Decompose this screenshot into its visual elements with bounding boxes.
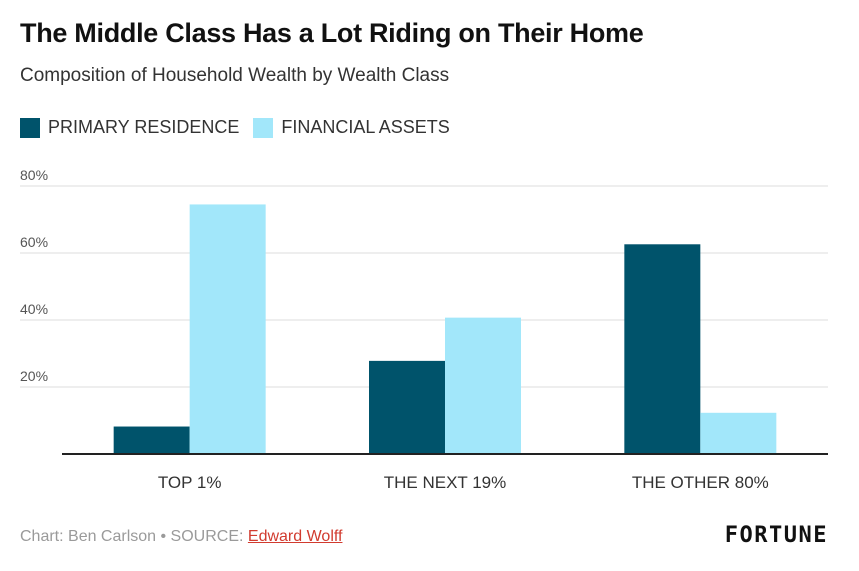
footer-credit: Chart: Ben Carlson • SOURCE: Edward Wolf…: [20, 528, 342, 546]
legend-label-financial-assets: FINANCIAL ASSETS: [281, 117, 450, 137]
x-tick-label: THE OTHER 80%: [632, 473, 769, 492]
credit-text: Chart: Ben Carlson • SOURCE:: [20, 528, 248, 545]
x-tick-label: THE NEXT 19%: [384, 473, 507, 492]
legend-swatch-primary-residence: [20, 117, 40, 138]
y-tick-label: 40%: [20, 301, 48, 317]
legend-swatch-financial-assets: [253, 117, 274, 138]
bar: [445, 317, 521, 454]
y-tick-label: 60%: [20, 234, 48, 250]
y-tick-label: 20%: [20, 368, 48, 384]
fortune-logo: FORTUNE: [724, 523, 828, 548]
legend-item-financial-assets: FINANCIAL ASSETS: [253, 117, 450, 138]
y-tick-label: 80%: [20, 167, 48, 183]
x-tick-label: TOP 1%: [158, 473, 222, 492]
legend: PRIMARY RESIDENCE FINANCIAL ASSETS: [20, 117, 464, 138]
bar: [369, 360, 445, 454]
legend-label-primary-residence: PRIMARY RESIDENCE: [48, 117, 240, 137]
bar: [189, 204, 266, 454]
bar: [113, 426, 190, 454]
source-link[interactable]: Edward Wolff: [247, 528, 343, 545]
chart-subtitle: Composition of Household Wealth by Wealt…: [20, 65, 450, 86]
bar: [624, 244, 701, 454]
bar: [700, 412, 777, 454]
legend-item-primary-residence: PRIMARY RESIDENCE: [20, 117, 239, 138]
chart-title: The Middle Class Has a Lot Riding on The…: [20, 18, 644, 48]
